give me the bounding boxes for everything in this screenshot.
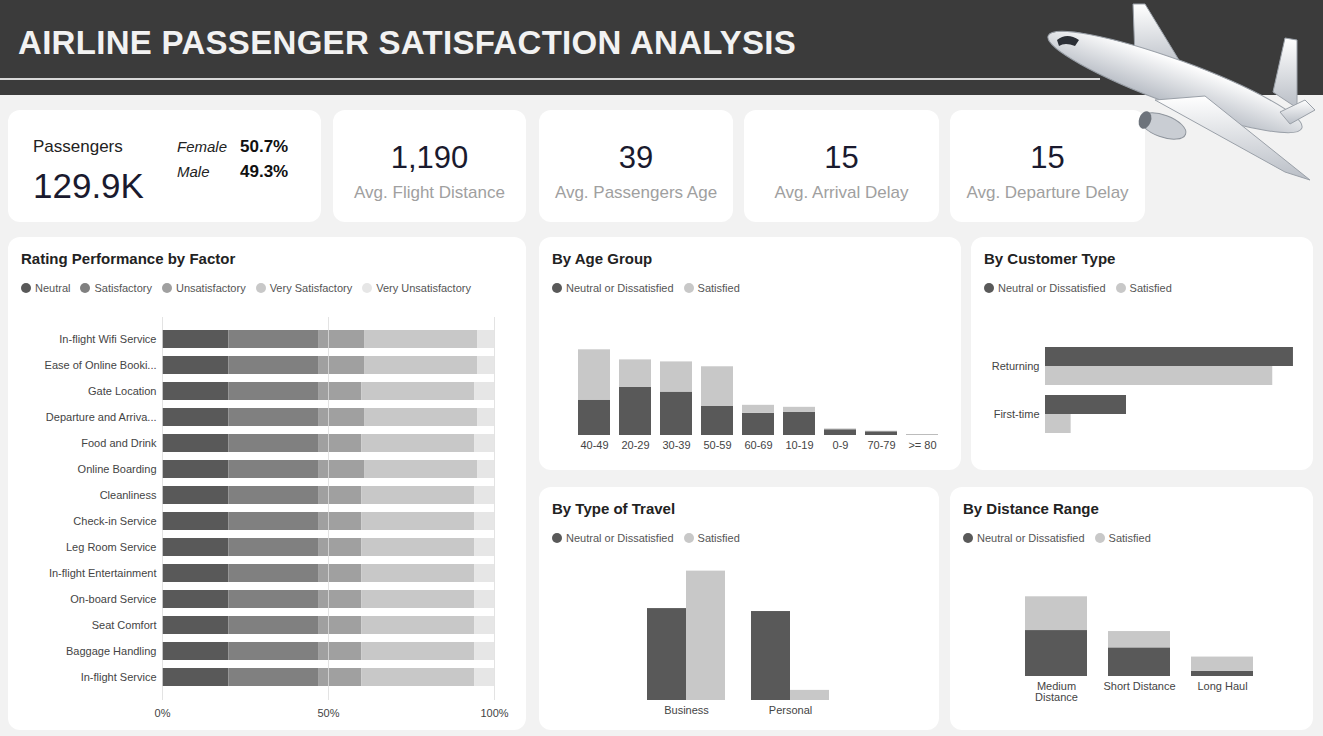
svg-text:30-39: 30-39 bbox=[662, 439, 690, 451]
svg-text:Food and Drink: Food and Drink bbox=[81, 437, 157, 449]
html-text:Rating Performance by Factor: Rating Performance by Factor bbox=[21, 250, 236, 267]
svg-text:Cleanliness: Cleanliness bbox=[100, 489, 157, 501]
html-text:Neutral: Neutral bbox=[35, 282, 71, 294]
html-text:Very Satisfactory: Very Satisfactory bbox=[269, 282, 353, 294]
html-text:Avg. Departure Delay: Avg. Departure Delay bbox=[966, 183, 1129, 202]
html-text:Male: Male bbox=[177, 163, 210, 180]
svg-text:Baggage Handling: Baggage Handling bbox=[66, 645, 157, 657]
html-text:Neutral or Dissatisfied: Neutral or Dissatisfied bbox=[977, 532, 1085, 544]
html-text:Neutral or Dissatisfied: Neutral or Dissatisfied bbox=[566, 282, 674, 294]
html-text:Satisfied: Satisfied bbox=[697, 532, 740, 544]
html-text:49.3%: 49.3% bbox=[240, 162, 289, 181]
svg-text:In-flight Service: In-flight Service bbox=[81, 671, 157, 683]
html-text:Passengers: Passengers bbox=[33, 137, 123, 156]
svg-text:Seat Comfort: Seat Comfort bbox=[92, 619, 157, 631]
svg-text:Check-in Service: Check-in Service bbox=[73, 515, 156, 527]
svg-text:100%: 100% bbox=[480, 707, 508, 719]
svg-text:20-29: 20-29 bbox=[621, 439, 649, 451]
html-text:129.9K: 129.9K bbox=[33, 166, 144, 205]
svg-text:MediumDistance: MediumDistance bbox=[1035, 680, 1078, 703]
html-text:Female: Female bbox=[177, 138, 227, 155]
svg-text:Gate Location: Gate Location bbox=[88, 385, 157, 397]
svg-text:0-9: 0-9 bbox=[833, 439, 849, 451]
html-text:39: 39 bbox=[618, 140, 654, 175]
svg-text:Business: Business bbox=[664, 704, 709, 716]
svg-text:Short Distance: Short Distance bbox=[1103, 680, 1175, 692]
html-text:Avg. Arrival Delay: Avg. Arrival Delay bbox=[774, 183, 909, 202]
svg-text:Long Haul: Long Haul bbox=[1197, 680, 1247, 692]
svg-text:Leg Room Service: Leg Room Service bbox=[66, 541, 157, 553]
html-text:Avg. Flight Distance: Avg. Flight Distance bbox=[354, 183, 505, 202]
html-text:Satisfied: Satisfied bbox=[1108, 532, 1151, 544]
html-text:Satisfied: Satisfied bbox=[1129, 282, 1172, 294]
html-text:Satisfied: Satisfied bbox=[697, 282, 740, 294]
svg-text:>= 80: >= 80 bbox=[908, 439, 936, 451]
html-text:By Age Group: By Age Group bbox=[552, 250, 653, 267]
html-text:Unsatisfactory: Unsatisfactory bbox=[175, 282, 246, 294]
html-text:15: 15 bbox=[824, 140, 859, 175]
svg-text:Departure and Arriva...: Departure and Arriva... bbox=[46, 411, 157, 423]
html-text:Very Unsatisfactory: Very Unsatisfactory bbox=[376, 282, 471, 294]
html-text:Satisfactory: Satisfactory bbox=[94, 282, 152, 294]
html-text:By Distance Range: By Distance Range bbox=[963, 500, 1099, 517]
html-text:By Customer Type: By Customer Type bbox=[984, 250, 1116, 267]
svg-text:0%: 0% bbox=[155, 707, 171, 719]
svg-text:In-flight Entertainment: In-flight Entertainment bbox=[49, 567, 157, 579]
svg-text:50-59: 50-59 bbox=[703, 439, 731, 451]
svg-text:First-time: First-time bbox=[994, 408, 1040, 420]
svg-text:On-board Service: On-board Service bbox=[70, 593, 156, 605]
svg-text:Online Boarding: Online Boarding bbox=[78, 463, 157, 475]
html-text:AIRLINE PASSENGER SATISFACTION: AIRLINE PASSENGER SATISFACTION ANALYSIS bbox=[18, 24, 797, 61]
svg-text:60-69: 60-69 bbox=[744, 439, 772, 451]
svg-text:In-flight Wifi Service: In-flight Wifi Service bbox=[59, 333, 156, 345]
svg-text:50%: 50% bbox=[317, 707, 339, 719]
svg-text:70-79: 70-79 bbox=[867, 439, 895, 451]
html-text:50.7%: 50.7% bbox=[240, 137, 289, 156]
html-text:Neutral or Dissatisfied: Neutral or Dissatisfied bbox=[998, 282, 1106, 294]
svg-text:40-49: 40-49 bbox=[580, 439, 608, 451]
html-text:Avg. Passengers Age: Avg. Passengers Age bbox=[554, 183, 718, 202]
html-text:15: 15 bbox=[1030, 140, 1065, 175]
svg-text:Ease of Online Booki...: Ease of Online Booki... bbox=[45, 359, 157, 371]
svg-text:Returning: Returning bbox=[992, 360, 1040, 372]
svg-text:Personal: Personal bbox=[769, 704, 812, 716]
html-text:1,190: 1,190 bbox=[390, 140, 469, 175]
html-text:Neutral or Dissatisfied: Neutral or Dissatisfied bbox=[566, 532, 674, 544]
svg-text:10-19: 10-19 bbox=[785, 439, 813, 451]
html-text:By Type of Travel: By Type of Travel bbox=[552, 500, 676, 517]
